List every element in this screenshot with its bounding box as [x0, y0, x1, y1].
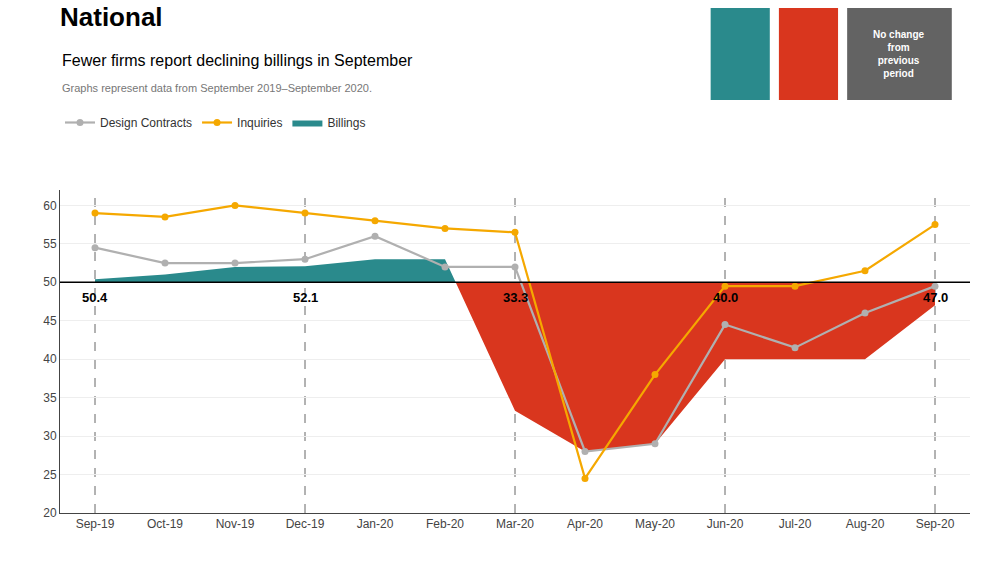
svg-text:50: 50	[43, 275, 57, 289]
svg-text:National: National	[60, 2, 163, 32]
svg-text:Jan-20: Jan-20	[357, 517, 394, 531]
svg-text:Nov-19: Nov-19	[216, 517, 255, 531]
svg-text:Oct-19: Oct-19	[147, 517, 183, 531]
svg-text:30: 30	[43, 429, 57, 443]
svg-text:No changefrompreviousperiod: No changefrompreviousperiod	[873, 29, 925, 79]
svg-text:Aug-20: Aug-20	[846, 517, 885, 531]
svg-text:May-20: May-20	[635, 517, 675, 531]
svg-text:Dec-19: Dec-19	[286, 517, 325, 531]
svg-text:40.0: 40.0	[713, 290, 738, 305]
svg-text:25: 25	[43, 468, 57, 482]
svg-text:35: 35	[43, 391, 57, 405]
svg-text:47.0: 47.0	[923, 290, 948, 305]
svg-text:55: 55	[43, 237, 57, 251]
svg-text:Feb-20: Feb-20	[426, 517, 464, 531]
svg-text:Sep-20: Sep-20	[916, 517, 955, 531]
svg-text:Billings: Billings	[327, 116, 365, 130]
svg-text:Design Contracts: Design Contracts	[100, 116, 192, 130]
svg-text:Sep-19: Sep-19	[76, 517, 115, 531]
svg-text:Jul-20: Jul-20	[779, 517, 812, 531]
svg-text:33.3: 33.3	[503, 290, 528, 305]
svg-text:Graphs represent data from Sep: Graphs represent data from September 201…	[62, 82, 372, 94]
svg-text:Mar-20: Mar-20	[496, 517, 534, 531]
svg-text:Jun-20: Jun-20	[707, 517, 744, 531]
svg-text:40: 40	[43, 352, 57, 366]
svg-text:Fewer firms report declining b: Fewer firms report declining billings in…	[62, 52, 413, 69]
svg-text:60: 60	[43, 199, 57, 213]
svg-text:52.1: 52.1	[293, 290, 318, 305]
svg-text:Inquiries: Inquiries	[237, 116, 282, 130]
svg-text:45: 45	[43, 314, 57, 328]
svg-text:50.4: 50.4	[82, 290, 108, 305]
svg-text:Apr-20: Apr-20	[567, 517, 603, 531]
svg-text:20: 20	[43, 506, 57, 520]
